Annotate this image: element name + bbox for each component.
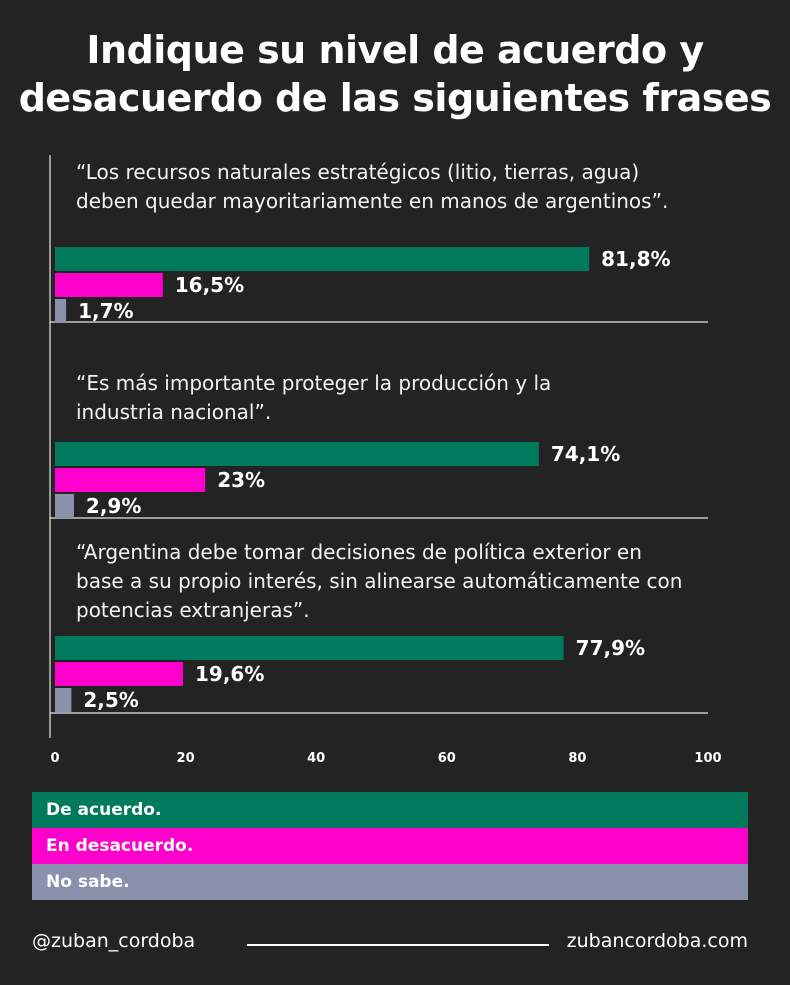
bar-q1-series-3	[55, 299, 67, 323]
question-2: “Es más importante proteger la producció…	[76, 369, 776, 427]
bar-q2-series-2	[55, 468, 206, 492]
chart-title: Indique su nivel de acuerdo y desacuerdo…	[0, 26, 790, 122]
footer-divider	[247, 944, 549, 946]
question-1-line-1: “Los recursos naturales estratégicos (li…	[76, 160, 640, 184]
bar-q3-series-1	[55, 636, 564, 660]
social-handle: @zuban_cordoba	[32, 930, 196, 952]
legend-item-disagree: En desacuerdo.	[32, 828, 748, 864]
bar-q2-series-1	[55, 442, 539, 466]
x-tick-label-0: 0	[50, 751, 59, 766]
bar-q2-series-3	[55, 494, 74, 518]
value-label-q3-series-2: 19,6%	[195, 662, 264, 686]
question-1-line-2: deben quedar mayoritariamente en manos d…	[76, 189, 669, 213]
question-3-line-3: potencias extranjeras”.	[76, 598, 310, 622]
x-tick-label-20: 20	[177, 751, 195, 766]
bar-q1-series-2	[55, 273, 163, 297]
x-tick-label-60: 60	[438, 751, 456, 766]
question-3-line-2: base a su propio interés, sin alinearse …	[76, 569, 683, 593]
value-label-q2-series-3: 2,9%	[86, 494, 141, 518]
question-1: “Los recursos naturales estratégicos (li…	[76, 158, 776, 216]
value-label-q3-series-3: 2,5%	[83, 688, 138, 712]
value-label-q3-series-1: 77,9%	[576, 636, 645, 660]
question-2-line-2: industria nacional”.	[76, 400, 272, 424]
value-label-q1-series-3: 1,7%	[78, 299, 133, 323]
value-label-q2-series-2: 23%	[217, 468, 265, 492]
website-link: zubancordoba.com	[566, 930, 748, 952]
legend-item-dont-know: No sabe.	[32, 864, 748, 900]
chart-title-line-2: desacuerdo de las siguientes frases	[18, 76, 772, 120]
value-label-q1-series-2: 16,5%	[175, 273, 244, 297]
bar-q1-series-1	[55, 247, 590, 271]
footer: @zuban_cordoba zubancordoba.com	[32, 930, 748, 960]
question-3-line-1: “Argentina debe tomar decisiones de polí…	[76, 540, 642, 564]
bar-q3-series-2	[55, 662, 183, 686]
bar-chart: 81,8% 16,5% 1,7% 74,1% 23% 2,9% 77,9% 19,6% 2,5%…	[49, 155, 722, 766]
legend: De acuerdo. En desacuerdo. No sabe.	[32, 792, 748, 900]
x-tick-label-100: 100	[694, 751, 721, 766]
chart-title-line-1: Indique su nivel de acuerdo y	[86, 28, 704, 72]
bar-q3-series-3	[55, 688, 72, 712]
x-tick-label-80: 80	[568, 751, 586, 766]
question-3: “Argentina debe tomar decisiones de polí…	[76, 538, 776, 625]
value-label-q1-series-1: 81,8%	[601, 247, 670, 271]
value-label-q2-series-1: 74,1%	[551, 442, 620, 466]
x-tick-label-40: 40	[307, 751, 325, 766]
question-2-line-1: “Es más importante proteger la producció…	[76, 371, 552, 395]
legend-item-agree: De acuerdo.	[32, 792, 748, 828]
